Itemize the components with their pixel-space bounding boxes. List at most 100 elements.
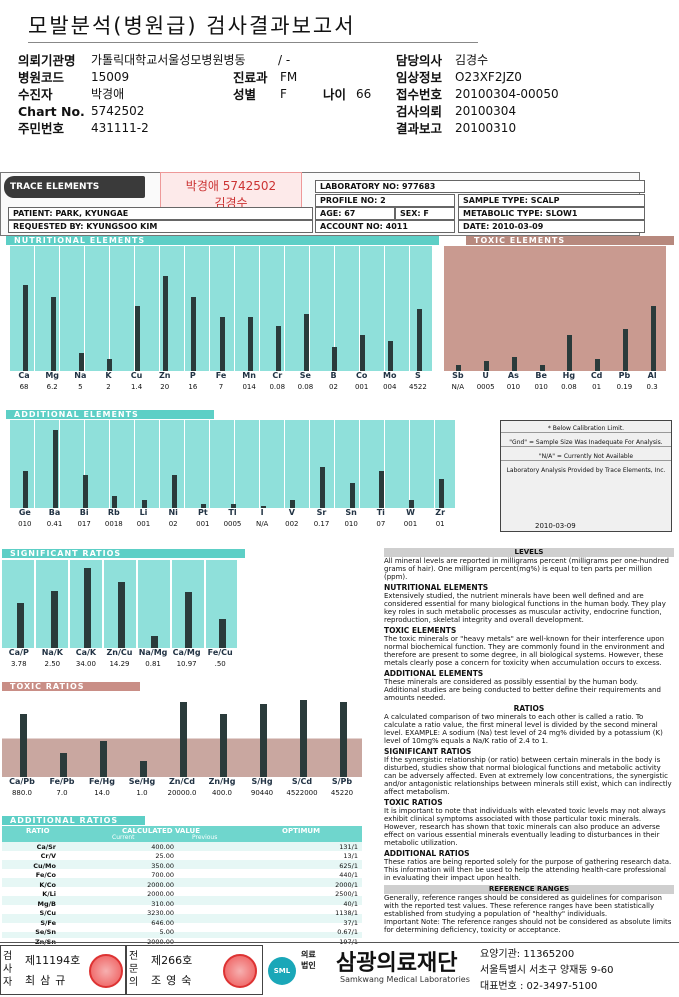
header-label: 임상정보 xyxy=(396,70,443,85)
chart-bar xyxy=(163,276,169,371)
table-cell: 700.00 xyxy=(151,871,174,880)
element-value: 90440 xyxy=(250,789,274,797)
element-value: 7.0 xyxy=(56,789,68,797)
header-label: 나이 xyxy=(323,87,347,102)
table-cell: 625/1 xyxy=(339,861,358,870)
chart-bar xyxy=(349,483,355,508)
table-cell: 3230.00 xyxy=(147,909,174,918)
table-cell: Zn/Sn xyxy=(34,937,56,946)
element-label: Li xyxy=(139,508,148,517)
header-value: F xyxy=(280,87,287,101)
sex-value: F xyxy=(423,209,429,218)
element-value: 0.17 xyxy=(313,520,330,528)
ratio-col-header: CALCULATED VALUE xyxy=(122,827,201,835)
table-cell: 2000.00 xyxy=(147,880,174,889)
header-value: 15009 xyxy=(91,70,130,84)
significant-heading: SIGNIFICANT RATIOS xyxy=(2,549,245,558)
chart-bar xyxy=(107,359,113,371)
date-label: DATE: xyxy=(463,222,490,231)
element-value: 001 xyxy=(136,520,151,528)
element-value: 5 xyxy=(78,383,83,391)
chart-bar xyxy=(23,471,29,508)
element-value: 68 xyxy=(19,383,29,391)
sex-label: SEX: xyxy=(400,209,421,218)
element-label: Tl xyxy=(228,508,237,517)
element-value: 017 xyxy=(77,520,91,528)
chart-bar xyxy=(275,326,281,371)
specialist-name: 조영숙 xyxy=(151,974,197,987)
nutritional-labels: Ca 68 Mg 6.2 Na 5 K 2 Cu 1.4 Zn 20 P 16 Fe 7 Mn 014 Cr 0.08… xyxy=(10,371,432,395)
header-label: 검사의뢰 xyxy=(396,104,443,119)
chart-bar xyxy=(140,761,147,777)
element-label: Na/Mg xyxy=(138,648,168,657)
org-address: 서울특별시 서초구 양재동 9-60 xyxy=(480,965,614,976)
table-cell: 13/1 xyxy=(343,852,358,861)
element-label: Cr xyxy=(272,371,283,380)
element-value: 07 xyxy=(376,520,386,528)
toxic-chart xyxy=(444,246,666,371)
rat-heading: RATIOS xyxy=(513,704,545,713)
table-cell: 2000.00 xyxy=(147,937,174,946)
significant-chart xyxy=(2,560,237,648)
org-name: 삼광의료재단 xyxy=(336,951,458,976)
element-value: 14.0 xyxy=(94,789,110,797)
element-value: 02 xyxy=(168,520,178,528)
element-label: W xyxy=(406,508,415,517)
patient-label: PATIENT: xyxy=(13,209,53,218)
element-label: S/Cd xyxy=(291,777,313,786)
table-cell: Cr/V xyxy=(40,852,56,861)
chart-bar xyxy=(219,317,225,371)
chart-bar xyxy=(82,475,88,508)
table-cell: K/Li xyxy=(42,890,56,899)
rr-heading: REFERENCE RANGES xyxy=(384,885,674,894)
chart-bar xyxy=(260,704,267,777)
element-label: Co xyxy=(355,371,368,380)
tr-heading: TOXIC RATIOS xyxy=(384,798,443,807)
chart-bar xyxy=(112,496,118,508)
table-row: K/Co 2000.00 2000/1 xyxy=(2,880,362,890)
element-label: Se xyxy=(299,371,311,380)
element-value: 16 xyxy=(188,383,198,391)
account-value: 4011 xyxy=(385,222,408,231)
element-label: Al xyxy=(647,371,657,380)
chart-bar xyxy=(17,603,25,648)
metabolic-value: SLOW1 xyxy=(545,209,578,218)
stamp-sub: 김경수 xyxy=(214,196,248,210)
element-value: 880.0 xyxy=(11,789,33,797)
chart-bar xyxy=(260,506,266,508)
element-value: N/A xyxy=(451,383,465,391)
chart-bar xyxy=(388,341,394,371)
element-label: Cd xyxy=(590,371,603,380)
element-value: 2 xyxy=(106,383,111,391)
sml-logo-icon: SML xyxy=(268,957,296,985)
element-value: 0.41 xyxy=(46,520,63,528)
chart-bar xyxy=(456,365,462,371)
table-row: Fe/Co 700.00 440/1 xyxy=(2,871,362,881)
element-label: Zn xyxy=(158,371,171,380)
table-row: Se/Sn 5.00 0.67/1 xyxy=(2,928,362,938)
chart-bar xyxy=(184,592,192,648)
table-cell: 440/1 xyxy=(339,871,358,880)
levels-text: All mineral levels are reported in milli… xyxy=(384,557,669,581)
table-row: Zn/Sn 2000.00 197/1 xyxy=(2,937,362,947)
chart-bar xyxy=(60,753,67,777)
add-text: These minerals are considered as possibl… xyxy=(384,678,661,702)
sig-text: If the synergistic relationship (or rati… xyxy=(384,756,672,796)
table-cell: 310.00 xyxy=(151,899,174,908)
chart-bar xyxy=(332,347,338,371)
signature-date: 2010-03-09 xyxy=(535,522,576,530)
element-label: Ca/Mg xyxy=(172,648,201,657)
element-value: 0.08 xyxy=(561,383,577,391)
stamp-name: 박경애 5742502 xyxy=(185,179,277,193)
explanation-panel: LEVELS All mineral levels are reported i… xyxy=(384,548,674,940)
table-cell: 197/1 xyxy=(339,937,358,946)
chart-bar xyxy=(22,285,28,371)
chart-bar xyxy=(220,714,227,777)
chart-bar xyxy=(416,309,422,371)
header-value: / - xyxy=(278,53,291,67)
header-value: 66 xyxy=(356,87,372,101)
element-value: 004 xyxy=(383,383,397,391)
element-label: V xyxy=(288,508,295,517)
table-cell: Cu/Mo xyxy=(33,861,56,870)
sample-label: SAMPLE TYPE: xyxy=(463,196,528,205)
